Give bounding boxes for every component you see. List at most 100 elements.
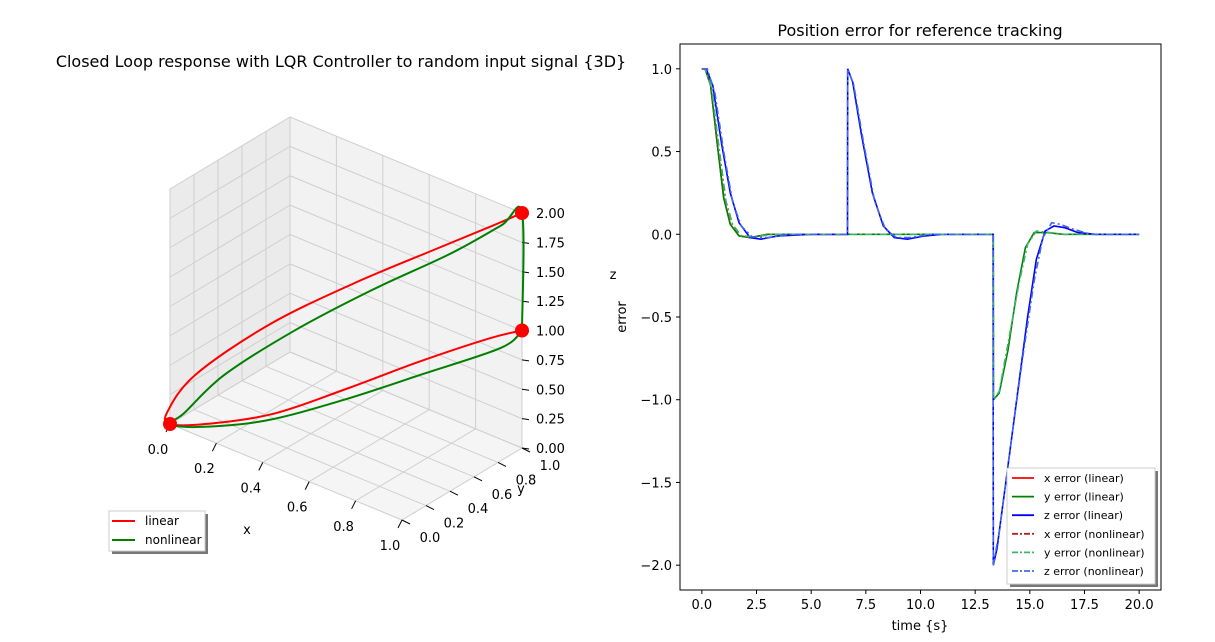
z-tick-label: 1.50 [536,266,565,281]
y-tick-label: −1.0 [640,394,672,409]
x-tick-label: 10.0 [906,598,935,613]
y-tick-label: 0.6 [492,488,513,503]
back-grid-line [169,204,291,278]
chart-3d: Closed Loop response with LQR Controller… [56,52,626,554]
floor-grid-line [169,423,403,521]
back-grid-line [169,263,291,337]
x-tick [258,462,264,471]
y-tick [497,461,507,467]
y-tick-label: 0.4 [468,502,489,517]
side-grid-line [289,292,523,390]
x-tick [304,481,310,490]
x-tick [397,519,403,529]
z-tick-label: 0.00 [536,442,565,457]
z-tick-label: 0.25 [536,413,565,428]
x-tick-label: 7.5 [855,598,876,613]
y-tick-label: 0.2 [444,517,465,532]
y-tick [425,505,435,511]
y-tick-label: 1.0 [540,459,561,474]
series-line-nonlinear [168,205,525,429]
legend-label-nonlinear: nonlinear [145,533,202,547]
z-tick-label: 2.00 [536,207,565,222]
floor-grid-line [308,409,430,483]
z-tick-label: 1.00 [536,325,565,340]
z-tick-label: 0.75 [536,354,565,369]
y-axis-label: y [517,482,525,497]
back-grid-line [169,116,291,190]
y-tick [449,490,459,496]
x-tick-label: 5.0 [801,598,822,613]
floor-grid-line [401,447,523,521]
floor-grid-line [262,389,384,463]
x-tick-label: 2.5 [746,598,767,613]
legend-label-linear: linear [145,514,179,528]
legend-box [1006,467,1156,585]
legend-box [108,510,206,552]
series-group [701,68,1140,566]
tick-labels: 0.00.20.40.60.81.00.00.20.40.60.81.00.00… [148,207,565,554]
x-tick-label: 0.6 [287,501,308,516]
side-grid-line [289,175,523,273]
back-grid-line [169,292,291,366]
chart-2d-title: Position error for reference tracking [777,21,1062,40]
x-tick [211,442,217,452]
x-tick-label: 20.0 [1125,598,1154,613]
side-grid-line [289,322,523,420]
z-tick [521,388,530,391]
x-tick-label: 12.5 [961,598,990,613]
y-tick [473,476,483,482]
legend-label: y error (linear) [1044,491,1124,504]
legend-2d: x error (linear) y error (linear) z error … [1006,467,1158,587]
floor-grid-line [265,365,499,463]
y-tick-label: 0.8 [516,473,537,488]
x-axis-label: x [243,523,251,538]
legend-label: y error (nonlinear) [1044,546,1145,559]
x-tick-label: 0.0 [148,443,169,458]
chart-2d: Position error for reference tracking 0.… [615,21,1162,634]
y-axis-label: error [615,301,630,333]
x-tick-label: 1.0 [380,539,401,554]
state-marker [515,323,529,338]
z-tick [521,359,530,362]
z-tick-label: 0.50 [536,383,565,398]
legend-3d: linear nonlinear [108,510,208,554]
x-tick-label: 0.2 [194,462,215,477]
state-marker [515,206,529,220]
back-grid-line [169,322,291,396]
series-line-z-error-nonlinear- [701,68,1140,566]
z-tick-label: 1.75 [536,236,565,251]
x-tick-label: 15.0 [1015,598,1044,613]
x-tick [351,500,357,510]
legend-label: z error (linear) [1044,509,1123,522]
floor-grid-line [216,370,337,444]
chart-3d-title: Closed Loop response with LQR Controller… [56,52,626,71]
floor-grid-line [217,394,451,492]
side-grid-line [289,234,523,331]
z-axis-label: z [610,268,617,283]
floor-grid-line [355,428,476,502]
legend-label: x error (nonlinear) [1044,528,1145,541]
y-tick-label: 0.5 [651,146,672,161]
y-tick-label: −1.5 [640,476,672,491]
back-grid-line [169,234,291,307]
floor-grid-line [241,380,475,478]
back-grid-line [169,175,291,249]
side-grid-line [289,351,523,449]
side-grid-line [289,116,523,214]
x-tick-label: 0.0 [692,598,713,613]
legend-label: z error (nonlinear) [1044,565,1144,578]
x-tick-label: 17.5 [1070,598,1099,613]
legend-label: x error (linear) [1044,472,1124,485]
series-line-y-error-nonlinear- [701,68,1140,403]
back-grid-line [169,145,291,219]
y-tick-label: −2.0 [640,559,672,574]
y-tick [401,519,411,525]
y-tick-label: −0.5 [640,311,672,326]
side-grid-line [289,145,523,243]
side-grid-line [289,263,523,361]
y-tick-label: 0.0 [651,228,672,243]
axis-ticks: 0.0 2.5 5.0 7.5 10.0 12.5 15.0 17.5 20.0 1.0 0.5 0.… [640,63,1153,613]
back-grid-line [169,351,291,425]
y-tick-label: 0.0 [420,531,441,546]
